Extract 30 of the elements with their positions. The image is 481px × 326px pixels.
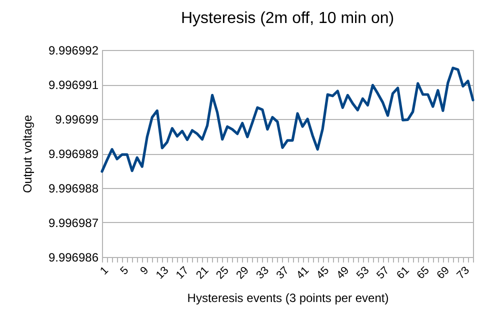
x-axis-title: Hysteresis events (3 points per event): [187, 290, 389, 305]
x-tick-label: 33: [254, 264, 272, 282]
x-tick-label: 5: [118, 264, 132, 278]
x-tick-label: 29: [234, 264, 252, 282]
x-tick-label: 61: [394, 264, 412, 282]
y-tick-label: 9.996992: [48, 44, 99, 58]
y-tick-label: 9.996986: [48, 250, 99, 264]
x-tick-label: 57: [374, 264, 392, 282]
x-tick-label: 17: [174, 264, 192, 282]
x-tick-label: 69: [434, 264, 452, 282]
chart-title: Hysteresis (2m off, 10 min on): [180, 10, 394, 27]
x-tick-label: 65: [414, 264, 432, 282]
y-axis-title: Output voltage: [20, 114, 34, 194]
x-tick-label: 73: [454, 264, 472, 282]
y-tick-label: 9.996989: [48, 147, 99, 161]
x-tick-label: 9: [138, 264, 152, 278]
x-tick-label: 1: [98, 264, 111, 278]
x-tick-label: 49: [334, 264, 352, 282]
x-tick-label: 13: [154, 264, 172, 282]
x-tick-label: 45: [314, 264, 332, 282]
line-series: [100, 66, 474, 173]
y-tick-label: 9.996988: [48, 182, 99, 196]
y-tick-label: 9.996987: [48, 216, 99, 230]
y-tick-label: 9.99699: [55, 112, 99, 126]
x-tick-label: 37: [274, 264, 292, 282]
x-tick-label: 21: [194, 264, 212, 282]
x-tick-label: 53: [354, 264, 372, 282]
x-tick-label: 41: [294, 264, 312, 282]
y-tick-label: 9.996991: [48, 78, 99, 92]
x-tick-label: 25: [214, 264, 232, 282]
